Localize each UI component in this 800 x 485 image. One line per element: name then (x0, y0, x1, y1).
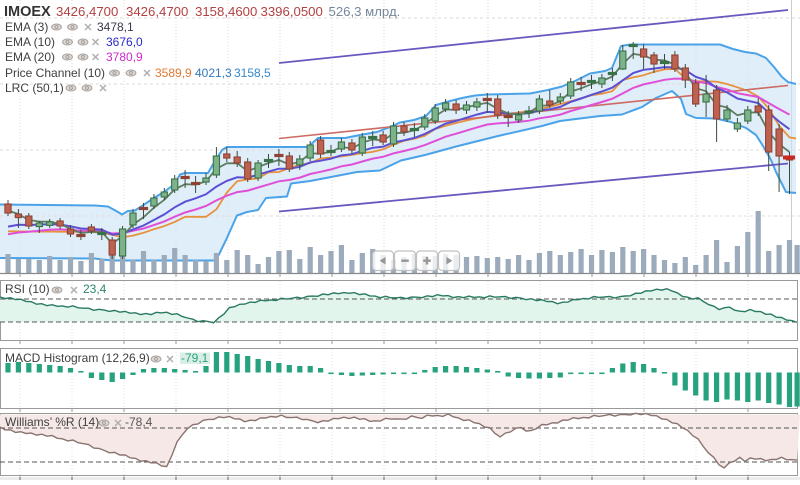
svg-text:3426,4700: 3426,4700 (56, 4, 118, 19)
svg-text:MACD Histogram (12,26,9): MACD Histogram (12,26,9) (5, 351, 150, 365)
svg-text:3589,9: 3589,9 (155, 66, 192, 80)
svg-text:3780,9: 3780,9 (106, 50, 143, 64)
svg-text:EMA (20): EMA (20) (5, 50, 55, 64)
svg-text:3158,5: 3158,5 (234, 66, 271, 80)
svg-text:526,3 млрд.: 526,3 млрд. (329, 4, 401, 19)
svg-text:3158,4600: 3158,4600 (195, 4, 257, 19)
svg-text:Williams’ %R (14): Williams’ %R (14) (5, 415, 99, 429)
svg-text:-78,4: -78,4 (125, 415, 153, 429)
svg-text:Price Channel (10): Price Channel (10) (5, 66, 105, 80)
svg-text:LRC (50,1): LRC (50,1) (5, 81, 64, 95)
svg-text:IMOEX: IMOEX (4, 4, 51, 20)
svg-text:RSI (10): RSI (10) (5, 282, 50, 296)
svg-text:23,4: 23,4 (83, 282, 107, 296)
svg-text:3396,0500: 3396,0500 (261, 4, 323, 19)
svg-text:3478,1: 3478,1 (97, 20, 134, 34)
svg-text:EMA (10): EMA (10) (5, 35, 55, 49)
svg-text:4021,3: 4021,3 (195, 66, 232, 80)
svg-text:3676,0: 3676,0 (106, 35, 143, 49)
svg-text:-79,1: -79,1 (181, 351, 209, 365)
svg-text:EMA (3): EMA (3) (5, 20, 48, 34)
svg-text:3426,4700: 3426,4700 (126, 4, 188, 19)
